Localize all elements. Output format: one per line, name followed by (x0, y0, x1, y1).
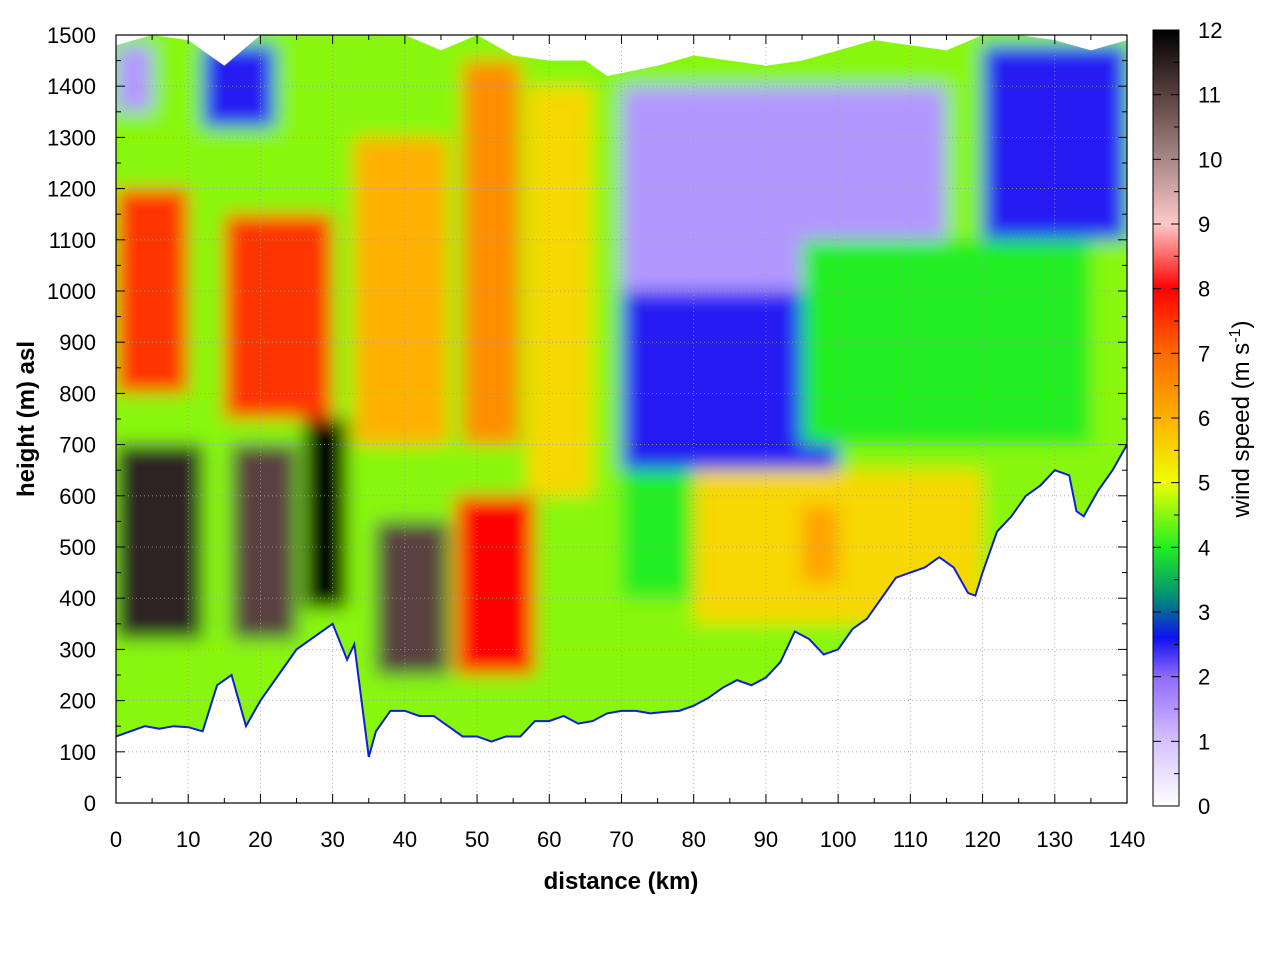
terrain-outline (115, 444, 1128, 758)
x-tick-label: 80 (681, 827, 705, 852)
colorbar-tick-label: 12 (1198, 18, 1222, 43)
colorbar-tick-label: 1 (1198, 729, 1210, 754)
colorbar-tick-label: 7 (1198, 341, 1210, 366)
x-tick-label: 130 (1036, 827, 1073, 852)
x-tick-label: 100 (820, 827, 857, 852)
y-tick-label: 0 (84, 791, 96, 816)
colorbar-tick-label: 6 (1198, 406, 1210, 431)
colorbar-tick-label: 9 (1198, 212, 1210, 237)
y-tick-label: 1200 (47, 177, 96, 202)
colorbar-tick-label: 10 (1198, 147, 1222, 172)
y-tick-label: 700 (59, 433, 96, 458)
colorbar-tick-label: 2 (1198, 665, 1210, 690)
wind-speed-region (455, 495, 535, 675)
wind-speed-region (802, 239, 1091, 445)
x-tick-label: 120 (964, 827, 1001, 852)
wind-speed-region (224, 214, 333, 419)
colorbar-tick-label: 11 (1198, 83, 1221, 108)
wind-speed-region (116, 45, 153, 112)
grid-lines (115, 34, 1128, 804)
y-tick-label: 1500 (47, 23, 96, 48)
x-tick-label: 140 (1109, 827, 1146, 852)
colorbar-title-suffix: ) (1228, 321, 1255, 329)
x-tick-label: 110 (893, 827, 928, 852)
wind-speed-region (462, 60, 521, 445)
x-tick-labels: 0 10 20 30 40 50 60 70 80 90 100 110 120 130 140 (110, 827, 1145, 852)
y-tick-label: 100 (59, 740, 96, 765)
colorbar-ticks (1153, 29, 1179, 807)
x-tick-label: 60 (537, 827, 561, 852)
y-tick-label: 1300 (47, 125, 96, 150)
colorbar-tick-label: 3 (1198, 600, 1210, 625)
y-tick-label: 200 (59, 689, 96, 714)
wind-speed-region (116, 444, 203, 640)
wind-speed-region (303, 419, 348, 609)
x-tick-label: 20 (248, 827, 272, 852)
wind-speed-region (802, 506, 839, 583)
x-tick-label: 70 (609, 827, 633, 852)
x-tick-label: 90 (754, 827, 778, 852)
colorbar-tick-label: 5 (1198, 471, 1210, 496)
colorbar-title-exponent: -1 (1227, 328, 1244, 342)
colorbar-tick-label: 8 (1198, 277, 1210, 302)
y-tick-labels: 0 100 200 300 400 500 600 700 800 900 1000 1100 1200… (47, 23, 96, 816)
wind-speed-region (231, 444, 297, 640)
axis-ticks (115, 34, 1128, 804)
y-tick-label: 1000 (47, 279, 96, 304)
y-axis-title: height (m) asl (13, 341, 40, 497)
colorbar-tick-label: 0 (1198, 794, 1210, 819)
y-tick-label: 1400 (47, 74, 96, 99)
colorbar-tick-label: 4 (1198, 535, 1210, 560)
colorbar-title-main: wind speed (m s (1228, 343, 1255, 519)
x-tick-label: 50 (465, 827, 489, 852)
y-tick-label: 500 (59, 535, 96, 560)
x-tick-label: 40 (393, 827, 417, 852)
y-tick-label: 1100 (49, 228, 96, 253)
x-axis-title: distance (km) (544, 868, 699, 895)
y-tick-label: 400 (59, 586, 96, 611)
y-tick-label: 600 (59, 484, 96, 509)
y-tick-label: 800 (59, 381, 96, 406)
x-tick-label: 0 (110, 827, 122, 852)
wind-speed-region (982, 45, 1127, 240)
x-tick-label: 10 (176, 827, 200, 852)
colorbar-title: wind speed (m s-1) (1227, 321, 1255, 519)
y-tick-label: 300 (59, 637, 96, 662)
x-tick-label: 30 (320, 827, 344, 852)
terrain-line (115, 444, 1128, 758)
y-tick-label: 900 (59, 330, 96, 355)
